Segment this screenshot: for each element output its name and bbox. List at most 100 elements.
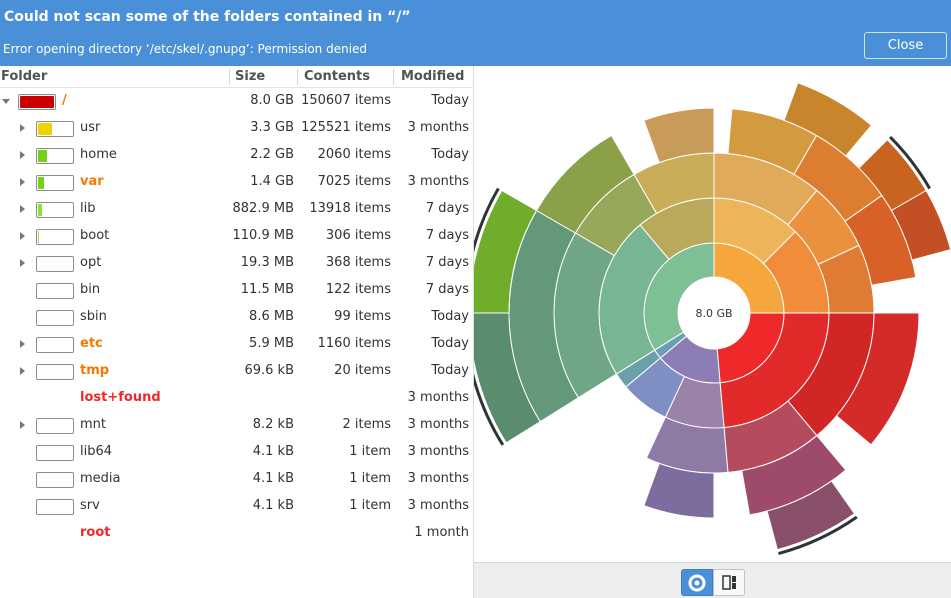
expander-closed-icon[interactable] <box>20 205 25 213</box>
expander-closed-icon[interactable] <box>20 178 25 186</box>
folder-name: home <box>80 147 117 162</box>
expander-closed-icon[interactable] <box>20 421 25 429</box>
folder-modified: Today <box>431 309 469 324</box>
folder-row[interactable]: lib64 4.1 kB 1 item 3 months <box>0 439 474 466</box>
folder-row[interactable]: media 4.1 kB 1 item 3 months <box>0 466 474 493</box>
folder-modified: Today <box>431 147 469 162</box>
error-title: Could not scan some of the folders conta… <box>4 9 411 25</box>
ring-chart-button[interactable] <box>681 569 713 596</box>
folder-row[interactable]: / 8.0 GB 150607 items Today <box>0 88 474 115</box>
size-gauge <box>36 310 74 326</box>
folder-modified: Today <box>431 363 469 378</box>
folder-modified: 3 months <box>407 174 469 189</box>
expander-closed-icon[interactable] <box>20 367 25 375</box>
folder-row[interactable]: var 1.4 GB 7025 items 3 months <box>0 169 474 196</box>
column-header-contents[interactable]: Contents <box>304 69 370 84</box>
ring-segment[interactable] <box>643 107 715 164</box>
folder-size: 69.6 kB <box>244 363 294 378</box>
ring-segment[interactable] <box>835 312 920 446</box>
folder-modified: 3 months <box>407 120 469 135</box>
folder-size: 8.6 MB <box>249 309 294 324</box>
folder-name: usr <box>80 120 101 135</box>
column-separator <box>229 69 230 85</box>
folder-contents: 2060 items <box>317 147 391 162</box>
folder-modified: 3 months <box>407 444 469 459</box>
folder-size: 8.0 GB <box>250 93 294 108</box>
folder-name: lib <box>80 201 96 216</box>
folder-modified: 7 days <box>425 255 469 270</box>
folder-name: bin <box>80 282 101 297</box>
folder-row[interactable]: home 2.2 GB 2060 items Today <box>0 142 474 169</box>
folder-contents: 125521 items <box>301 120 391 135</box>
size-gauge <box>36 175 74 191</box>
folder-contents: 2 items <box>342 417 391 432</box>
ring-segment[interactable] <box>783 82 873 157</box>
folder-contents: 1 item <box>349 444 391 459</box>
folder-modified: 3 months <box>407 498 469 513</box>
ring-chart[interactable]: 8.0 GB <box>463 66 951 562</box>
folder-row[interactable]: tmp 69.6 kB 20 items Today <box>0 358 474 385</box>
folder-tree: Folder Size Contents Modified / 8.0 GB 150… <box>0 66 474 598</box>
treemap-chart-button[interactable] <box>713 569 745 596</box>
expander-closed-icon[interactable] <box>20 151 25 159</box>
folder-size: 4.1 kB <box>252 498 294 513</box>
column-separator <box>297 69 298 85</box>
folder-row[interactable]: bin 11.5 MB 122 items 7 days <box>0 277 474 304</box>
folder-modified: 1 month <box>414 525 469 540</box>
folder-size: 1.4 GB <box>250 174 294 189</box>
folder-contents: 7025 items <box>317 174 391 189</box>
size-gauge <box>36 121 74 137</box>
folder-row[interactable]: usr 3.3 GB 125521 items 3 months <box>0 115 474 142</box>
folder-name: mnt <box>80 417 106 432</box>
folder-name: tmp <box>80 363 110 378</box>
expander-closed-icon[interactable] <box>20 340 25 348</box>
size-gauge <box>36 283 74 299</box>
folder-name: sbin <box>80 309 107 324</box>
ring-segment[interactable] <box>633 152 715 215</box>
ring-segment[interactable] <box>766 480 856 551</box>
folder-row[interactable]: mnt 8.2 kB 2 items 3 months <box>0 412 474 439</box>
folder-name: var <box>80 174 104 189</box>
truncated-branch-marker <box>778 515 858 555</box>
folder-modified: Today <box>431 93 469 108</box>
size-gauge <box>36 256 74 272</box>
folder-size: 11.5 MB <box>240 282 294 297</box>
folder-contents: 306 items <box>325 228 391 243</box>
size-gauge <box>36 499 74 515</box>
folder-contents: 99 items <box>334 309 391 324</box>
folder-row[interactable]: root 1 month <box>0 520 474 547</box>
folder-size: 4.1 kB <box>252 471 294 486</box>
size-gauge <box>36 364 74 380</box>
folder-row[interactable]: etc 5.9 MB 1160 items Today <box>0 331 474 358</box>
expander-open-icon[interactable] <box>2 99 10 104</box>
expander-closed-icon[interactable] <box>20 124 25 132</box>
chart-toolbar <box>474 562 951 598</box>
column-header-size[interactable]: Size <box>235 69 266 84</box>
folder-row[interactable]: lib 882.9 MB 13918 items 7 days <box>0 196 474 223</box>
folder-row[interactable]: opt 19.3 MB 368 items 7 days <box>0 250 474 277</box>
ring-segment[interactable] <box>890 189 951 261</box>
size-gauge <box>36 472 74 488</box>
error-message: Error opening directory ‘/etc/skel/.gnup… <box>3 42 368 56</box>
size-gauge <box>36 148 74 164</box>
folder-size: 4.1 kB <box>252 444 294 459</box>
folder-row[interactable]: lost+found 3 months <box>0 385 474 412</box>
folder-contents: 1 item <box>349 471 391 486</box>
ring-segment[interactable] <box>535 134 635 234</box>
folder-row[interactable]: boot 110.9 MB 306 items 7 days <box>0 223 474 250</box>
folder-name: lib64 <box>80 444 113 459</box>
expander-closed-icon[interactable] <box>20 259 25 267</box>
size-gauge <box>36 337 74 353</box>
folder-modified: Today <box>431 336 469 351</box>
folder-name: srv <box>80 498 100 513</box>
folder-row[interactable]: srv 4.1 kB 1 item 3 months <box>0 493 474 520</box>
column-header-folder[interactable]: Folder <box>1 69 48 84</box>
expander-closed-icon[interactable] <box>20 232 25 240</box>
folder-contents: 1160 items <box>317 336 391 351</box>
folder-row[interactable]: sbin 8.6 MB 99 items Today <box>0 304 474 331</box>
column-header-modified[interactable]: Modified <box>401 69 465 84</box>
ring-segment[interactable] <box>643 462 715 519</box>
chart-center-hole[interactable] <box>678 277 750 349</box>
folder-contents: 150607 items <box>301 93 391 108</box>
close-button[interactable]: Close <box>864 32 947 59</box>
